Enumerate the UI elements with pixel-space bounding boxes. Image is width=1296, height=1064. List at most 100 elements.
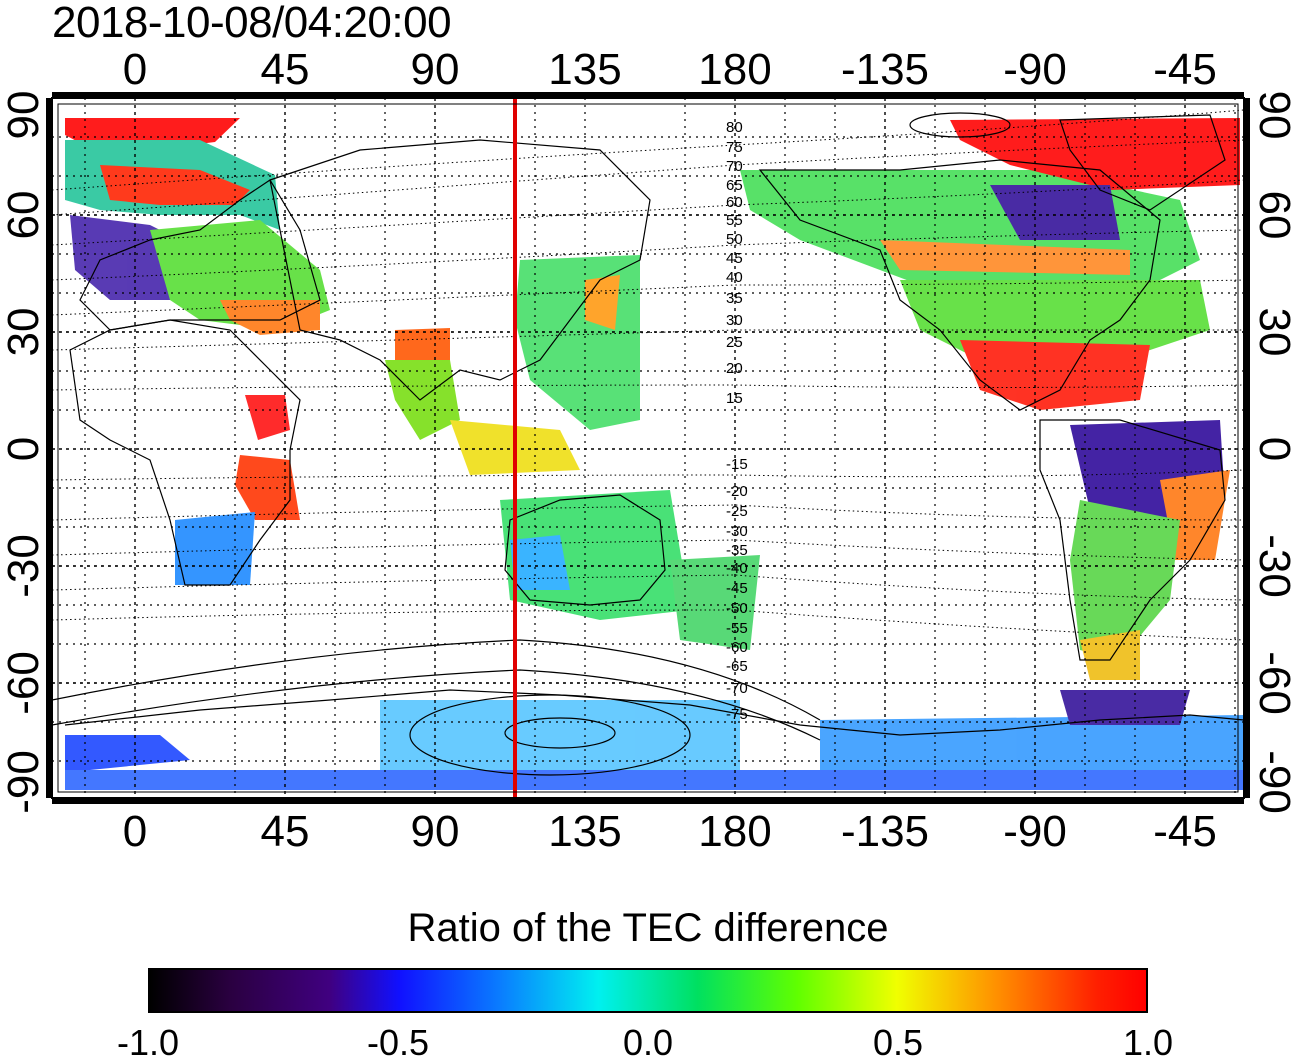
top-lon-tick: -135 bbox=[840, 45, 930, 94]
top-lon-tick: -45 bbox=[1153, 45, 1217, 94]
data-patch-arctic-na-red bbox=[950, 118, 1240, 190]
contour-label: -60 bbox=[726, 639, 748, 656]
contour-label: 40 bbox=[726, 269, 743, 286]
data-patch-canada-orange bbox=[880, 240, 1130, 275]
colorbar-tick: 1.0 bbox=[1122, 1022, 1174, 1063]
data-patch-east-africa-red bbox=[245, 395, 290, 440]
magnetic-contours-solid bbox=[52, 112, 1011, 776]
contour-label: 70 bbox=[726, 158, 743, 175]
right-lat-tick: 0 bbox=[1250, 436, 1296, 462]
data-patch-antarctic-cyan bbox=[380, 700, 740, 770]
graticule-major bbox=[52, 98, 1244, 798]
contour-label: -55 bbox=[726, 620, 748, 637]
contour-label: 30 bbox=[726, 312, 743, 329]
contour-label: 15 bbox=[726, 390, 743, 407]
contour-label: -20 bbox=[726, 483, 748, 500]
data-patch-usa-red bbox=[960, 340, 1150, 410]
coastline-australia bbox=[504, 494, 666, 606]
frame-ticks bbox=[46, 92, 1250, 804]
contour-label: 75 bbox=[726, 139, 743, 156]
data-patch-hudson-purple bbox=[990, 185, 1120, 240]
bottom-lon-tick: 135 bbox=[548, 807, 622, 856]
right-lat-tick: -30 bbox=[1250, 534, 1296, 598]
left-lat-tick: -90 bbox=[0, 750, 48, 814]
contour-label: 80 bbox=[726, 119, 743, 136]
colorbar-title: Ratio of the TEC difference bbox=[407, 906, 889, 950]
bottom-lon-tick: -90 bbox=[1003, 807, 1067, 856]
magnetic-contours bbox=[52, 109, 1244, 641]
bottom-lon-tick: 0 bbox=[122, 807, 148, 856]
bottom-lon-tick: 180 bbox=[698, 807, 772, 856]
contour-label: -50 bbox=[726, 600, 748, 617]
top-lon-tick: 180 bbox=[698, 45, 772, 94]
left-lat-tick: -30 bbox=[0, 534, 48, 598]
data-patch-japan-orange bbox=[585, 275, 620, 330]
left-lat-tick: 0 bbox=[0, 436, 48, 462]
data-patch-india-green bbox=[385, 360, 460, 440]
coastline-asia bbox=[269, 139, 651, 401]
tec-data-patches bbox=[65, 118, 1244, 790]
coastline-south-america bbox=[1039, 419, 1226, 661]
contour-label: 60 bbox=[726, 194, 743, 211]
data-patch-antarctic-band bbox=[65, 770, 1244, 790]
coastlines bbox=[64, 114, 1244, 736]
colorbar-tick: 0.5 bbox=[872, 1022, 924, 1063]
coastline-greenland bbox=[1059, 114, 1226, 211]
coastline-africa bbox=[69, 319, 301, 586]
data-patch-med-orange bbox=[220, 300, 320, 335]
top-lon-tick: 135 bbox=[548, 45, 622, 94]
colorbar-tick: 0.0 bbox=[622, 1022, 674, 1063]
timestamp-title: 2018-10-08/04:20:00 bbox=[52, 0, 452, 47]
contour-label: 35 bbox=[726, 290, 743, 307]
contour-label: 25 bbox=[726, 334, 743, 351]
right-lat-tick: 30 bbox=[1250, 307, 1296, 357]
contour-label: 55 bbox=[726, 212, 743, 229]
left-lat-tick: 90 bbox=[0, 90, 48, 140]
data-patch-antarctic-blue-left bbox=[65, 735, 190, 770]
contour-label: -30 bbox=[726, 523, 748, 540]
top-lon-tick: 90 bbox=[410, 45, 460, 94]
data-patch-pacific-nz bbox=[670, 555, 760, 650]
right-lat-tick: -60 bbox=[1250, 651, 1296, 715]
right-lat-tick: 90 bbox=[1250, 90, 1296, 140]
bottom-lon-tick: 45 bbox=[260, 807, 310, 856]
contour-label: -25 bbox=[726, 503, 748, 520]
bottom-lon-tick: -45 bbox=[1153, 807, 1217, 856]
contour-label: -35 bbox=[726, 542, 748, 559]
contour-label: -75 bbox=[726, 706, 748, 723]
top-lon-tick: 45 bbox=[260, 45, 310, 94]
coastline-europe bbox=[79, 179, 321, 331]
top-lon-tick: -90 bbox=[1003, 45, 1067, 94]
contour-label: -15 bbox=[726, 456, 748, 473]
contour-label: -65 bbox=[726, 658, 748, 675]
data-patch-antarctic-right bbox=[820, 715, 1244, 770]
coastline-north-america bbox=[758, 159, 1161, 411]
right-lat-tick: -90 bbox=[1250, 750, 1296, 814]
bottom-lon-tick: -135 bbox=[840, 807, 930, 856]
data-patch-usa-green bbox=[900, 280, 1210, 360]
contour-label: 20 bbox=[726, 360, 743, 377]
contour-label: 45 bbox=[726, 250, 743, 267]
data-patch-antarctic-purple bbox=[1060, 690, 1190, 725]
data-patch-mozambique bbox=[235, 455, 300, 520]
data-patch-india-red bbox=[395, 328, 450, 360]
contour-label: 65 bbox=[726, 177, 743, 194]
colorbar-tick: -0.5 bbox=[366, 1022, 430, 1063]
contour-label: -70 bbox=[726, 680, 748, 697]
coastline-antarctica bbox=[64, 689, 1244, 736]
right-lat-tick: 60 bbox=[1250, 190, 1296, 240]
contour-label: -45 bbox=[726, 580, 748, 597]
colorbar-tick: -1.0 bbox=[116, 1022, 180, 1063]
data-patch-australia-cyan bbox=[510, 535, 570, 590]
data-patch-east-asia bbox=[515, 255, 640, 430]
contour-label: 50 bbox=[726, 231, 743, 248]
graticule bbox=[52, 98, 1244, 798]
colorbar bbox=[148, 968, 1148, 1013]
left-lat-tick: 30 bbox=[0, 307, 48, 357]
bottom-lon-tick: 90 bbox=[410, 807, 460, 856]
data-patch-sa-south bbox=[1080, 630, 1140, 680]
data-patch-south-america bbox=[1070, 500, 1180, 660]
data-patch-europe-red bbox=[100, 165, 250, 205]
left-lat-tick: 60 bbox=[0, 190, 48, 240]
tec-map: 80 75 70 65 60 55 50 45 40 35 30 25 20 1… bbox=[46, 92, 1250, 804]
